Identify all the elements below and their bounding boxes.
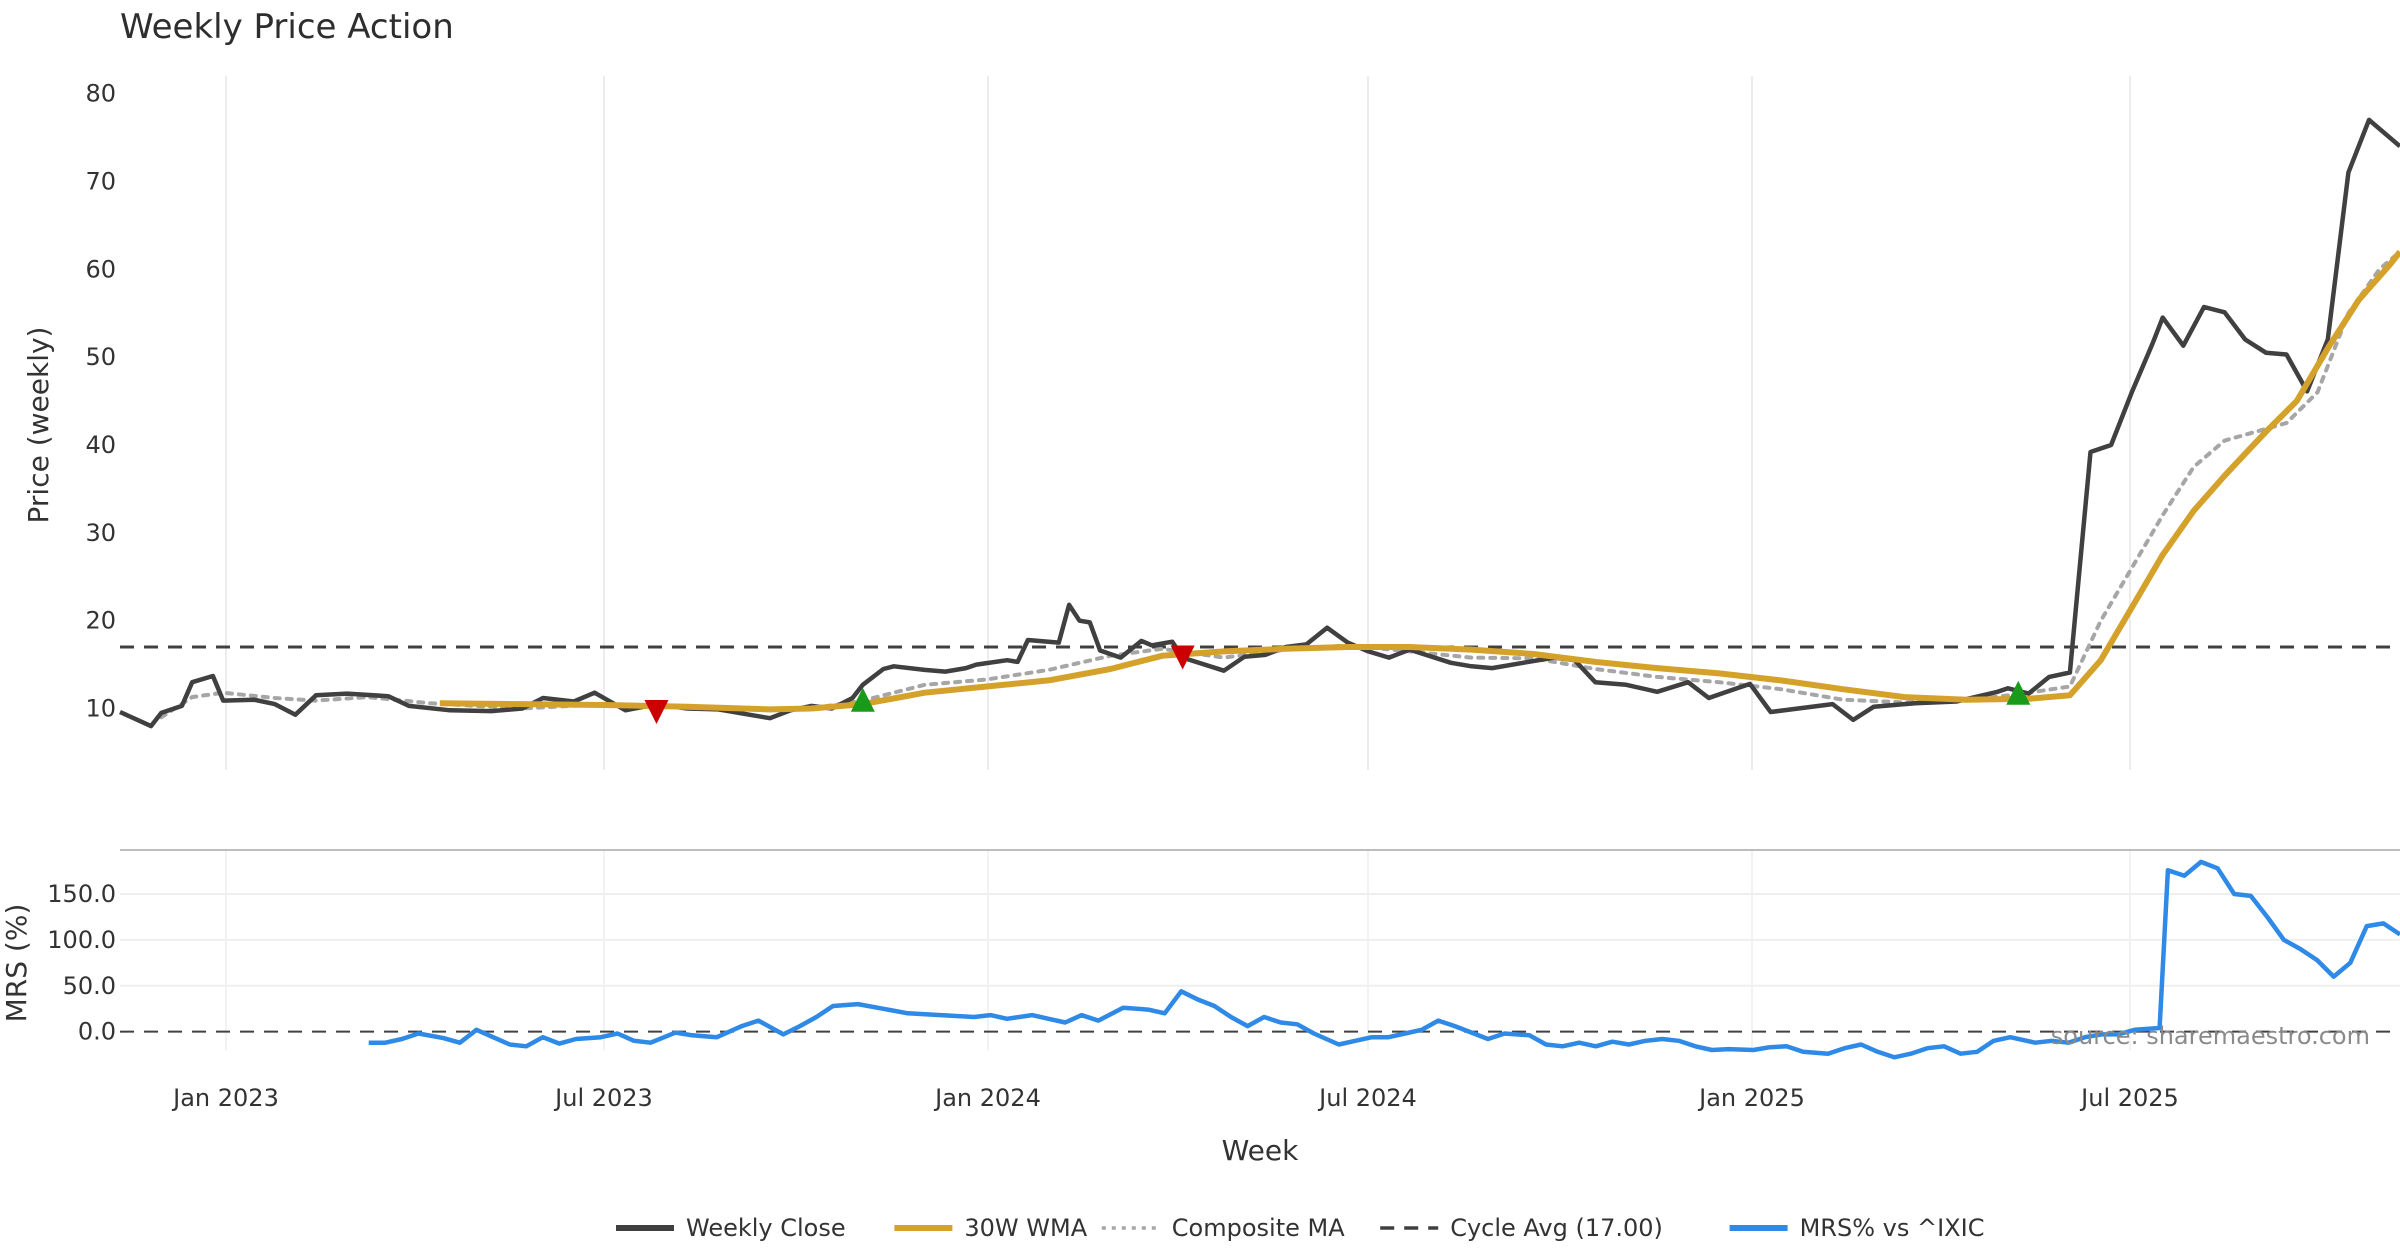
- mrs-y-axis-title: MRS (%): [0, 904, 33, 1023]
- mrs-y-tick-label: 0.0: [78, 1018, 116, 1046]
- price-panel: 10 20 30 40 50 60 70 80: [85, 80, 2400, 729]
- mrs-line: [368, 859, 2400, 1060]
- wma-30w-line: [439, 249, 2400, 713]
- x-axis: Jan 2023 Jul 2023 Jan 2024 Jul 2024 Jan 2025…: [171, 1084, 2179, 1112]
- price-y-tick-label: 20: [85, 607, 116, 635]
- mrs-y-tick-label: 150.0: [47, 880, 116, 908]
- weekly-close-line: [119, 117, 2400, 729]
- legend-item: Weekly Close: [616, 1214, 846, 1242]
- sell-signal-marker: [644, 700, 669, 725]
- price-y-axis-title: Price (weekly): [22, 327, 55, 524]
- chart-title: Weekly Price Action: [120, 7, 454, 47]
- buy-signal-marker: [850, 687, 875, 712]
- legend-item: 30W WMA: [894, 1214, 1088, 1242]
- legend-label: Cycle Avg (17.00): [1450, 1214, 1663, 1242]
- legend-item: MRS% vs ^IXIC: [1729, 1214, 1985, 1242]
- mrs-y-tick-label: 50.0: [63, 972, 116, 1000]
- legend-label: Composite MA: [1172, 1214, 1345, 1242]
- x-tick-label: Jul 2024: [1317, 1084, 1417, 1112]
- x-tick-label: Jul 2025: [2079, 1084, 2179, 1112]
- price-y-tick-label: 70: [85, 167, 116, 195]
- price-y-tick-label: 40: [85, 431, 116, 459]
- composite-ma-line: [159, 249, 2400, 720]
- legend: Weekly Close 30W WMA Composite MA Cycle Avg…: [616, 1214, 1984, 1242]
- x-tick-label: Jan 2025: [1697, 1084, 1805, 1112]
- price-y-tick-label: 50: [85, 343, 116, 371]
- mrs-panel: 0.0 50.0 100.0 150.0: [47, 859, 2400, 1060]
- grid-layer: [120, 76, 2400, 1050]
- x-tick-label: Jan 2024: [933, 1084, 1041, 1112]
- price-y-tick-label: 10: [85, 695, 116, 723]
- legend-label: Weekly Close: [686, 1214, 846, 1242]
- sell-signal-marker: [1170, 645, 1195, 670]
- legend-label: 30W WMA: [964, 1214, 1087, 1242]
- x-tick-label: Jan 2023: [171, 1084, 279, 1112]
- price-y-tick-label: 80: [85, 80, 116, 108]
- legend-item: Composite MA: [1101, 1214, 1345, 1242]
- x-axis-title: Week: [1222, 1134, 1299, 1167]
- legend-item: Cycle Avg (17.00): [1380, 1214, 1663, 1242]
- mrs-y-tick-label: 100.0: [47, 926, 116, 954]
- legend-label: MRS% vs ^IXIC: [1800, 1214, 1985, 1242]
- x-tick-label: Jul 2023: [553, 1084, 653, 1112]
- price-y-tick-label: 60: [85, 255, 116, 283]
- price-y-tick-label: 30: [85, 519, 116, 547]
- buy-signal-marker: [2006, 680, 2031, 705]
- source-label: source: sharemaestro.com: [2051, 1022, 2370, 1050]
